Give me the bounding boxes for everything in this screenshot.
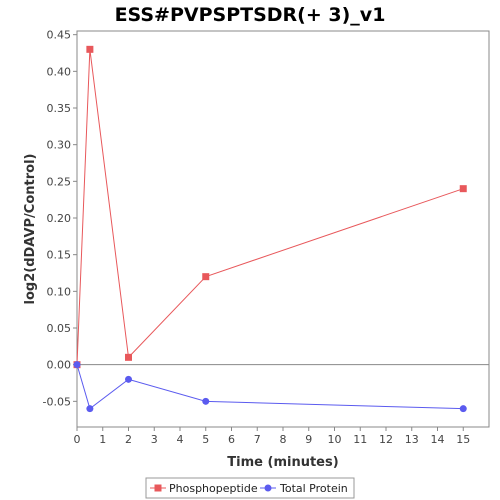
x-tick-label: 4 <box>177 433 184 446</box>
x-tick-label: 6 <box>228 433 235 446</box>
legend-marker-total-protein <box>264 484 272 492</box>
y-tick-label: 0.15 <box>47 249 72 262</box>
y-tick-label: 0.10 <box>47 285 72 298</box>
x-tick-label: 10 <box>328 433 342 446</box>
x-tick-label: 8 <box>280 433 287 446</box>
x-tick-label: 5 <box>202 433 209 446</box>
x-tick-label: 9 <box>305 433 312 446</box>
x-axis-label: Time (minutes) <box>227 455 338 470</box>
x-tick-label: 3 <box>151 433 158 446</box>
data-point-total-protein <box>459 405 467 413</box>
x-tick-label: 14 <box>431 433 445 446</box>
data-point-phosphopeptide <box>459 185 467 193</box>
x-tick-label: 7 <box>254 433 261 446</box>
y-tick-label: 0.20 <box>47 212 72 225</box>
x-axis-ticks: 0 1 2 3 4 5 6 7 8 9 10 11 12 13 14 15 <box>74 427 470 446</box>
x-tick-label: 15 <box>456 433 470 446</box>
x-tick-label: 13 <box>405 433 419 446</box>
legend-label-total-protein: Total Protein <box>279 482 348 495</box>
y-tick-label: 0.05 <box>47 322 72 335</box>
y-tick-label: 0.25 <box>47 175 72 188</box>
legend-box <box>145 477 355 499</box>
y-tick-label: 0.45 <box>47 29 72 42</box>
x-tick-label: 1 <box>99 433 106 446</box>
y-tick-label: 0.40 <box>47 65 72 78</box>
data-point-phosphopeptide <box>202 273 210 281</box>
y-tick-label: 0.35 <box>47 102 72 115</box>
data-point-total-protein <box>125 375 132 383</box>
x-tick-label: 12 <box>379 433 393 446</box>
y-tick-label: 0.30 <box>47 139 72 152</box>
y-tick-label: 0.00 <box>47 359 72 372</box>
x-tick-label: 0 <box>74 433 81 446</box>
data-point-phosphopeptide <box>86 45 94 53</box>
plot-area <box>76 30 490 428</box>
data-point-total-protein <box>73 361 81 369</box>
legend: Phosphopeptide Total Protein <box>145 477 355 499</box>
chart-title: ESS#PVPSPTSDR(+ 3)_v1 <box>115 4 386 26</box>
x-tick-label: 2 <box>125 433 132 446</box>
legend-marker-phosphopeptide <box>154 484 162 492</box>
data-point-total-protein <box>86 405 94 413</box>
x-tick-label: 11 <box>353 433 367 446</box>
legend-label-phosphopeptide: Phosphopeptide <box>169 482 258 495</box>
y-axis-ticks: -0.05 0.00 0.05 0.10 0.15 0.20 0.25 0.30 0.35 0.4… <box>43 29 77 408</box>
series-layer <box>73 45 467 413</box>
y-tick-label: -0.05 <box>43 395 71 408</box>
y-axis-label: log2(dDAVP/Control) <box>23 154 38 305</box>
data-point-total-protein <box>202 397 210 405</box>
data-point-phosphopeptide <box>125 353 132 361</box>
